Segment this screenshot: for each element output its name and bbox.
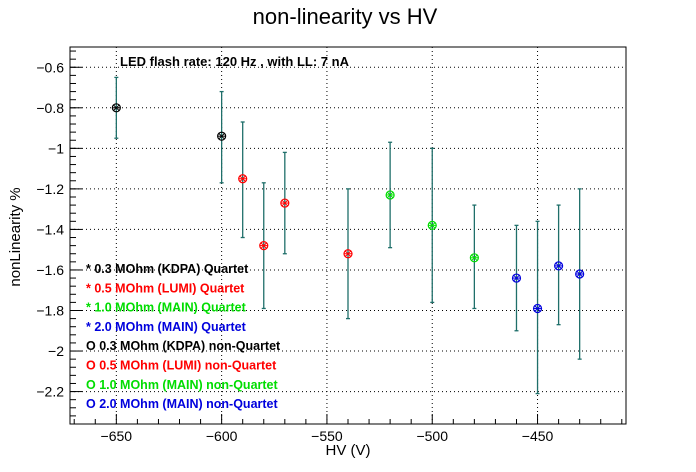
legend-entry: * 2.0 MOhm (MAIN) Quartet (86, 320, 247, 334)
data-point-star (471, 254, 478, 262)
data-point-star (555, 262, 562, 270)
data-point-star (112, 104, 120, 112)
y-tick-label: −0.6 (36, 59, 64, 75)
data-point-star (386, 191, 394, 199)
x-tick-label: −650 (101, 428, 133, 444)
data-point-star (218, 132, 225, 140)
y-tick-label: −1.4 (36, 221, 64, 237)
data-point-star (534, 305, 541, 312)
y-tick-label: −1 (48, 140, 64, 156)
data-point-star (281, 199, 289, 207)
x-axis-label: HV (V) (326, 442, 371, 459)
data-point-star (428, 222, 436, 229)
data-point-star (576, 270, 584, 278)
legend-entry: * 0.5 MOhm (LUMI) Quartet (86, 281, 245, 295)
legend-entry: O 0.5 MOhm (LUMI) non-Quartet (86, 359, 277, 373)
y-tick-label: −1.6 (36, 262, 64, 278)
chart-title: non-linearity vs HV (253, 4, 438, 29)
x-tick-label: −600 (206, 428, 238, 444)
legend-entry: O 0.3 MOhm (KDPA) non-Quartet (86, 339, 281, 353)
y-tick-label: −0.8 (36, 100, 64, 116)
legend-entry: O 2.0 MOhm (MAIN) non-Quartet (86, 397, 279, 411)
y-tick-label: −2.2 (36, 384, 64, 400)
legend-entry: * 1.0 MOhm (MAIN) Quartet (86, 301, 247, 315)
x-tick-label: −550 (311, 428, 343, 444)
legend-entry: O 1.0 MOhm (MAIN) non-Quartet (86, 378, 279, 392)
x-tick-label: −500 (416, 428, 448, 444)
axis-ticks: −650 −600 −550 −500 −450 −0.6 −0.8 −1 −1.2 −1.4 −1… (36, 50, 623, 444)
data-point-star (513, 274, 520, 282)
data-point-star (344, 250, 352, 258)
data-point-star (260, 242, 268, 249)
y-tick-label: −1.2 (36, 181, 64, 197)
legend-entry: * 0.3 MOhm (KDPA) Quartet (86, 262, 249, 276)
x-tick-label: −450 (522, 428, 554, 444)
legend: * 0.3 MOhm (KDPA) Quartet * 0.5 MOhm (LUM… (86, 262, 281, 411)
y-tick-label: −1.8 (36, 302, 64, 318)
data-markers (111, 103, 585, 314)
data-point-star (239, 175, 247, 183)
y-tick-label: −2 (48, 343, 64, 359)
annotation-text: LED flash rate: 120 Hz , with LL: 7 nA (120, 54, 350, 69)
y-axis-label: nonLinearity % (7, 187, 24, 286)
